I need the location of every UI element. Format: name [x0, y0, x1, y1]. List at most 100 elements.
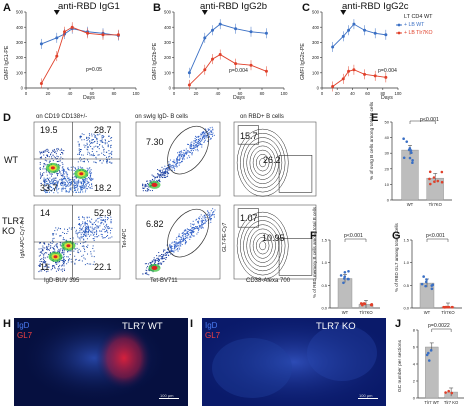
event-dot — [65, 185, 67, 187]
event-dot — [78, 237, 80, 239]
event-dot — [98, 148, 100, 150]
event-dot — [106, 160, 108, 162]
event-dot — [85, 230, 87, 232]
event-dot — [110, 144, 112, 146]
event-dot — [95, 219, 97, 221]
event-dot — [58, 250, 60, 252]
event-dot — [78, 145, 80, 147]
event-dot — [161, 256, 163, 258]
event-dot — [149, 262, 151, 264]
event-dot — [146, 273, 148, 275]
event-dot — [170, 245, 172, 247]
event-dot — [179, 243, 181, 245]
event-dot — [195, 139, 197, 141]
event-dot — [82, 186, 84, 188]
event-dot — [90, 169, 92, 171]
event-dot — [110, 221, 112, 223]
event-dot — [90, 179, 92, 181]
event-dot — [81, 236, 83, 238]
event-dot — [91, 185, 93, 187]
event-dot — [89, 140, 91, 142]
event-dot — [43, 266, 45, 268]
event-dot — [163, 249, 165, 251]
event-dot — [56, 245, 58, 247]
event-dot — [46, 249, 48, 251]
event-dot — [74, 184, 76, 186]
event-dot — [61, 152, 63, 154]
event-dot — [68, 177, 70, 179]
event-dot — [54, 267, 56, 269]
event-dot — [179, 238, 181, 240]
event-dot — [155, 176, 157, 178]
event-dot — [40, 182, 42, 184]
event-dot — [49, 160, 51, 162]
significance-bracket — [426, 238, 449, 242]
event-dot — [103, 154, 105, 156]
event-dot — [171, 248, 173, 250]
event-dot — [84, 223, 86, 225]
event-dot — [39, 251, 41, 253]
event-dot — [82, 221, 84, 223]
event-dot — [170, 246, 172, 248]
event-dot — [183, 149, 185, 151]
event-dot — [164, 165, 166, 167]
event-dot — [40, 156, 42, 158]
event-dot — [69, 188, 71, 190]
event-dot — [187, 151, 189, 153]
event-dot — [63, 250, 65, 252]
event-dot — [157, 180, 159, 182]
event-dot — [97, 146, 99, 148]
event-dot — [77, 183, 79, 185]
event-dot — [88, 227, 90, 229]
event-dot — [101, 137, 103, 139]
event-dot — [46, 256, 48, 258]
event-dot — [98, 226, 100, 228]
event-dot — [174, 165, 176, 167]
histology-ko-scale-bar — [358, 398, 378, 399]
event-dot — [162, 173, 164, 175]
event-dot — [39, 161, 41, 163]
event-dot — [163, 251, 165, 253]
event-dot — [177, 157, 179, 159]
event-dot — [77, 191, 79, 193]
event-dot — [88, 136, 90, 138]
density-peak — [79, 172, 84, 176]
event-dot — [153, 257, 155, 259]
event-dot — [83, 233, 85, 235]
event-dot — [198, 217, 200, 219]
event-dot — [89, 167, 91, 169]
event-dot — [160, 258, 162, 260]
event-dot — [83, 225, 85, 227]
event-dot — [57, 156, 59, 158]
event-dot — [76, 234, 78, 236]
y-tick-label: 200 — [16, 55, 24, 60]
event-dot — [167, 172, 169, 174]
panel-letter-i: I — [190, 318, 194, 330]
event-dot — [212, 135, 214, 137]
contour-ring — [259, 241, 267, 251]
event-dot — [210, 130, 212, 132]
event-dot — [183, 233, 185, 235]
chart-b-xlabel: Days — [233, 95, 245, 101]
event-dot — [40, 152, 42, 154]
event-dot — [82, 227, 84, 229]
event-dot — [104, 142, 106, 144]
event-dot — [46, 252, 48, 254]
event-dot — [39, 242, 41, 244]
event-dot — [164, 252, 166, 254]
event-dot — [165, 258, 167, 260]
event-dot — [87, 146, 89, 148]
event-dot — [161, 169, 163, 171]
event-dot — [204, 134, 206, 136]
event-dot — [202, 131, 204, 133]
event-dot — [69, 183, 71, 185]
event-dot — [62, 239, 64, 241]
contour-ring — [243, 220, 283, 272]
event-dot — [195, 149, 197, 151]
event-dot — [59, 149, 61, 151]
event-dot — [158, 262, 160, 264]
y-tick-label: 0 — [413, 396, 416, 401]
event-dot — [53, 156, 55, 158]
event-dot — [57, 192, 59, 194]
event-dot — [178, 233, 180, 235]
